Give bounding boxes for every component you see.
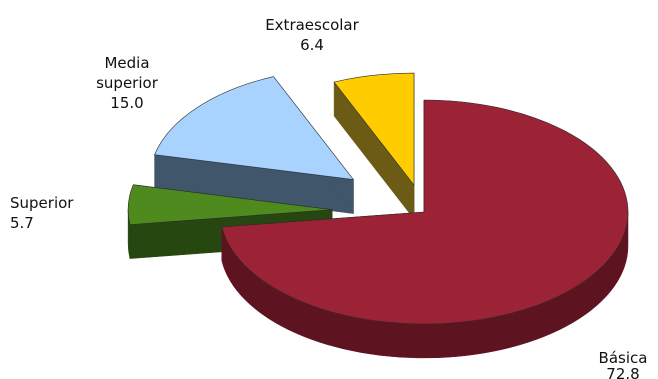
label-extraescolar-name: Extraescolar bbox=[265, 16, 359, 34]
slice-superior-top bbox=[127, 184, 333, 225]
label-superior-value: 5.7 bbox=[10, 214, 34, 232]
slice-media-superior bbox=[154, 75, 355, 215]
slice-b-sica-top bbox=[221, 99, 629, 325]
label-basica-name: Básica bbox=[599, 349, 648, 367]
slice-extraescolar bbox=[333, 72, 415, 220]
slice-extraescolar-top bbox=[333, 72, 415, 186]
label-media-superior-line1: Media bbox=[104, 54, 149, 72]
label-media-superior-value: 15.0 bbox=[110, 94, 143, 112]
slice-layer bbox=[127, 72, 629, 359]
slice-media-superior-top bbox=[154, 76, 355, 180]
label-media-superior-line2: superior bbox=[96, 74, 159, 92]
label-basica-value: 72.8 bbox=[606, 365, 639, 379]
label-superior-name: Superior bbox=[10, 194, 74, 212]
label-extraescolar-value: 6.4 bbox=[300, 36, 324, 54]
slice-b-sica bbox=[221, 99, 629, 359]
